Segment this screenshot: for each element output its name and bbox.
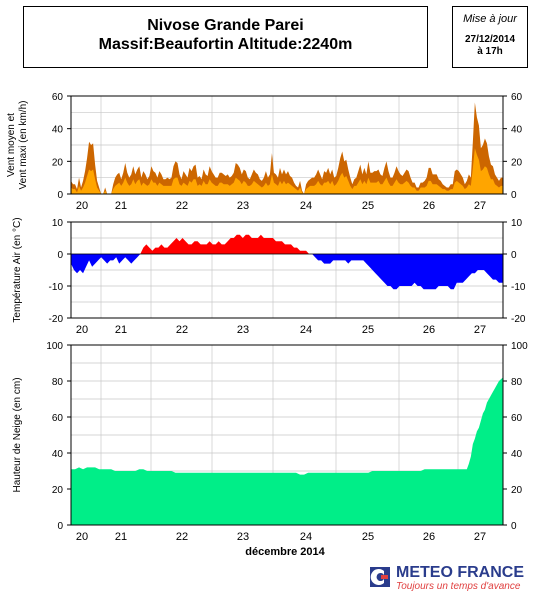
y-tick-label-right: -20 xyxy=(511,314,526,325)
x-tick-label: 23 xyxy=(237,531,249,543)
y-tick-label-left: 80 xyxy=(52,377,64,388)
y-tick-label-right: 60 xyxy=(511,92,523,103)
x-tick-label: 20 xyxy=(76,200,88,212)
snow-panel: 0 0 20 20 40 40 60 60 80 80 100 100 20 21 22 23 24 25 26 27… xyxy=(12,341,528,543)
y-tick-label-left: -20 xyxy=(49,314,64,325)
y-axis-label: Température Air (en °C) xyxy=(12,217,23,322)
x-tick-label: 25 xyxy=(362,200,374,212)
y-tick-label-right: 80 xyxy=(511,377,523,388)
y-tick-label-left: 20 xyxy=(52,157,64,168)
y-tick-label-left: 20 xyxy=(52,485,64,496)
x-tick-label: 27 xyxy=(474,531,486,543)
update-date: 27/12/2014 xyxy=(464,34,516,45)
y-tick-label-right: 60 xyxy=(511,413,523,424)
x-tick-label: 22 xyxy=(176,531,188,543)
brand-name: METEO FRANCE xyxy=(396,564,524,581)
y-tick-label-right: 0 xyxy=(511,521,517,532)
y-tick-label-left: 60 xyxy=(52,413,64,424)
x-tick-label: 24 xyxy=(300,531,312,543)
y-tick-label-right: 40 xyxy=(511,125,523,136)
y-axis-label: Vent moyen et xyxy=(6,113,17,177)
y-tick-label-left: 0 xyxy=(57,190,63,201)
y-tick-label-left: 100 xyxy=(46,341,63,352)
update-time: à 17h xyxy=(477,46,503,57)
plot-frame-border xyxy=(70,344,504,526)
y-tick-label-right: 20 xyxy=(511,157,523,168)
temperature-negative-area xyxy=(71,254,503,290)
y-tick-label-right: 10 xyxy=(511,218,523,229)
x-tick-label: 23 xyxy=(237,200,249,212)
x-tick-label: 21 xyxy=(115,531,127,543)
x-tick-label: 20 xyxy=(76,324,88,336)
y-tick-label-left: 60 xyxy=(52,92,64,103)
plot-frame-border xyxy=(70,95,504,195)
y-tick-label-left: 40 xyxy=(52,449,64,460)
x-tick-label: 25 xyxy=(362,324,374,336)
x-tick-label: 22 xyxy=(176,324,188,336)
brand-tagline: Toujours un temps d'avance xyxy=(396,581,521,592)
plot-frame-border xyxy=(70,221,504,319)
brand-logo: METEO FRANCE Toujours un temps d'avance xyxy=(370,564,530,592)
temperature-panel: -20 -20 -10 -10 0 0 10 10 20 21 22 23 24 25 26 27 Tempér… xyxy=(12,217,526,336)
station-name: Nivose Grande Parei xyxy=(147,17,304,34)
y-tick-label-left: 0 xyxy=(57,521,63,532)
update-label: Mise à jour xyxy=(463,13,517,25)
x-tick-label: 27 xyxy=(474,324,486,336)
x-tick-label: 21 xyxy=(115,200,127,212)
y-tick-label-left: 10 xyxy=(52,218,64,229)
y-tick-label-right: 20 xyxy=(511,485,523,496)
y-tick-label-right: 0 xyxy=(511,250,517,261)
x-tick-label: 24 xyxy=(300,324,312,336)
x-tick-label: 21 xyxy=(115,324,127,336)
y-tick-label-right: -10 xyxy=(511,282,526,293)
y-axis-label: Hauteur de Neige (en cm) xyxy=(12,377,23,492)
station-details: Massif:Beaufortin Altitude:2240m xyxy=(98,36,353,53)
update-box: Mise à jour 27/12/2014 à 17h xyxy=(452,6,528,68)
y-tick-label-left: 0 xyxy=(57,250,63,261)
x-tick-label: 26 xyxy=(423,531,435,543)
x-tick-label: 24 xyxy=(300,200,312,212)
x-tick-label: 26 xyxy=(423,324,435,336)
x-tick-label: 22 xyxy=(176,200,188,212)
wind-mean-area xyxy=(71,148,503,194)
x-axis-month-label: décembre 2014 xyxy=(245,546,325,558)
y-tick-label-left: 40 xyxy=(52,125,64,136)
y-tick-label-right: 40 xyxy=(511,449,523,460)
y-axis-label: Vent maxi (en km/h) xyxy=(18,101,29,190)
y-tick-label-left: -10 xyxy=(49,282,64,293)
y-tick-label-right: 100 xyxy=(511,341,528,352)
x-tick-label: 25 xyxy=(362,531,374,543)
x-tick-label: 20 xyxy=(76,531,88,543)
wind-panel: 0 0 20 20 40 40 60 60 20 21 22 23 24 25 26 27 Vent moyen… xyxy=(6,92,523,212)
meteo-france-logo-icon xyxy=(370,567,390,587)
title-box: Nivose Grande Parei Massif:Beaufortin Al… xyxy=(23,6,428,68)
y-tick-label-right: 0 xyxy=(511,190,517,201)
temperature-positive-area xyxy=(71,234,503,254)
snow-depth-area xyxy=(71,377,503,525)
x-tick-label: 23 xyxy=(237,324,249,336)
x-tick-label: 27 xyxy=(474,200,486,212)
x-tick-label: 26 xyxy=(423,200,435,212)
